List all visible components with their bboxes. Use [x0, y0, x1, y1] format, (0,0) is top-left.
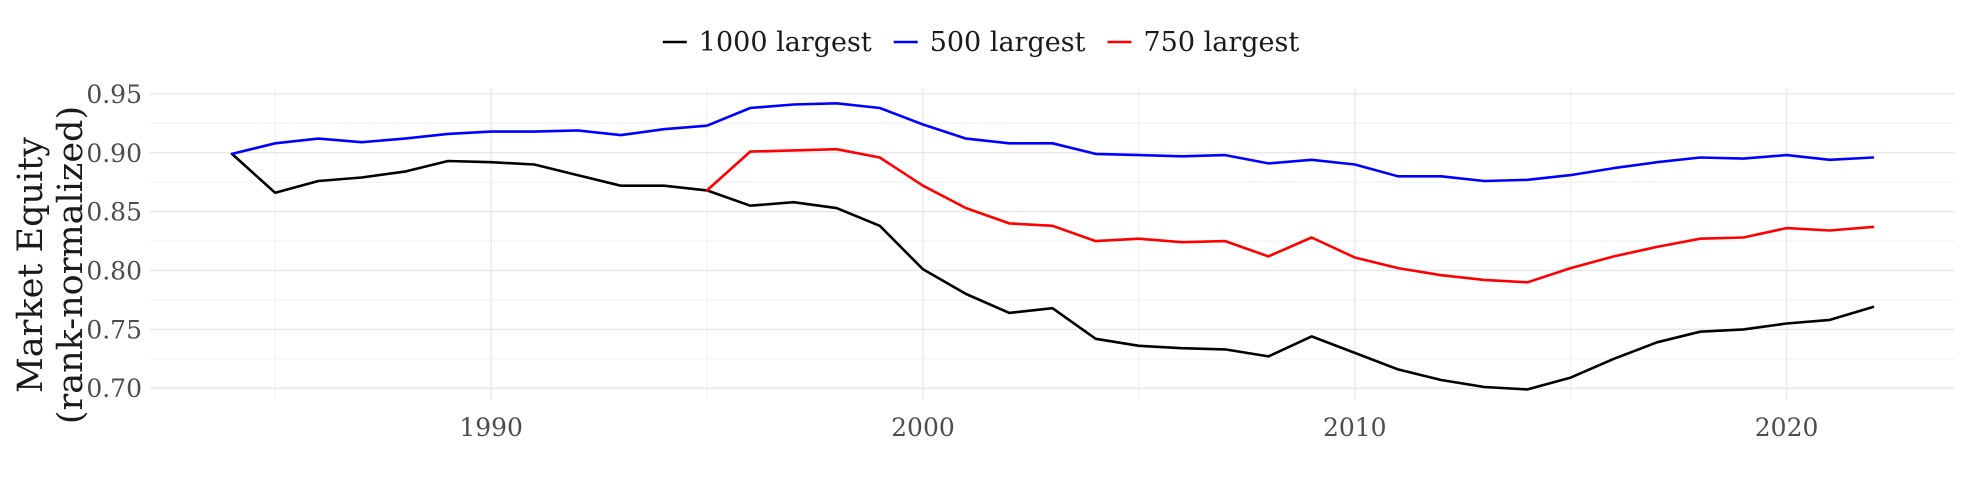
y-tick-label: 0.85 [86, 198, 142, 227]
axis-tick-labels: 1990 2000 2010 2020 0.70 0.75 0.80 0.85 0.90 0.95 [86, 80, 1818, 442]
legend-label: 500 largest [930, 27, 1086, 58]
series-layer [230, 102, 1875, 391]
legend-item: 1000 largest [662, 27, 872, 58]
x-tick-label: 2020 [1755, 413, 1819, 442]
legend-label: 1000 largest [699, 27, 872, 58]
y-tick-label: 0.90 [86, 139, 142, 168]
y-axis-title: Market Equity (rank-normalized) [11, 106, 91, 424]
series-line-3 [705, 147, 1875, 284]
y-tick-label: 0.75 [86, 315, 142, 344]
series-line-1 [230, 152, 1875, 391]
legend-label: 750 largest [1144, 27, 1300, 58]
series-line-2 [230, 102, 1875, 183]
y-axis-title-line-2: (rank-normalized) [51, 106, 91, 424]
x-tick-label: 2010 [1323, 413, 1387, 442]
x-tick-label: 2000 [891, 413, 955, 442]
legend-item: 500 largest [893, 27, 1086, 58]
y-tick-label: 0.80 [86, 256, 142, 285]
legend-item: 750 largest [1107, 27, 1300, 58]
legend: 1000 largest 500 largest 750 largest [662, 27, 1300, 58]
y-tick-label: 0.95 [86, 80, 142, 109]
x-tick-label: 1990 [459, 413, 523, 442]
grid-layer [150, 88, 1955, 400]
y-tick-label: 0.70 [86, 374, 142, 403]
y-axis-title-line-1: Market Equity [11, 137, 51, 393]
